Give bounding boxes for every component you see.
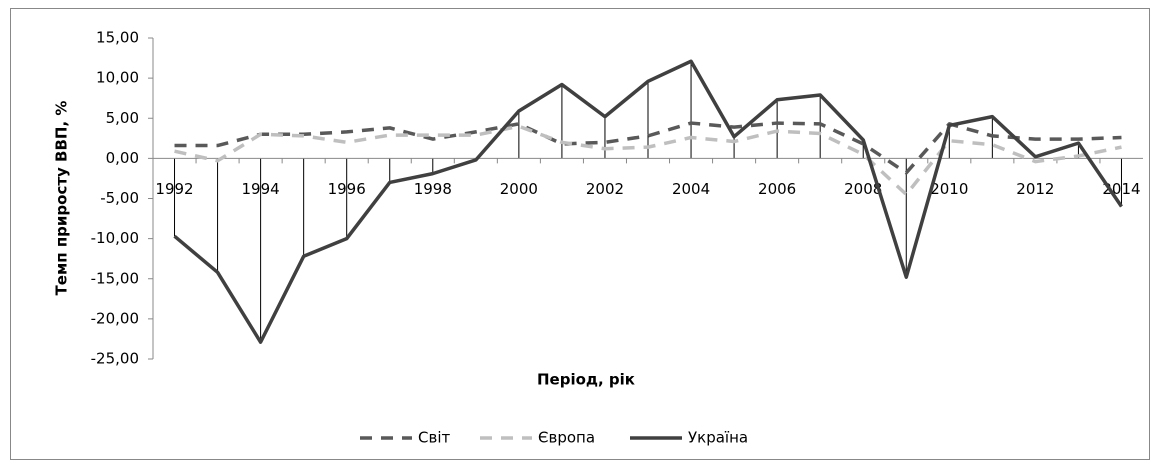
x-tick-label: 2002 <box>586 180 624 198</box>
legend-label: Європа <box>538 429 595 447</box>
x-tick-label: 1996 <box>328 180 366 198</box>
y-tick-label: 0,00 <box>106 149 139 167</box>
legend-label: Світ <box>418 429 450 447</box>
x-tick-label: 2004 <box>672 180 710 198</box>
y-tick-label: 10,00 <box>96 69 139 87</box>
x-tick-label: 2012 <box>1016 180 1054 198</box>
y-tick-label: -5,00 <box>100 189 139 207</box>
x-tick-label: 2000 <box>500 180 538 198</box>
chart-border <box>10 8 1150 460</box>
x-tick-label: 1998 <box>414 180 452 198</box>
y-tick-label: -20,00 <box>91 309 139 327</box>
y-tick-label: 15,00 <box>96 29 139 47</box>
x-tick-label: 2008 <box>844 180 882 198</box>
y-tick-label: -25,00 <box>91 350 139 368</box>
x-tick-label: 2006 <box>758 180 796 198</box>
legend-label: Україна <box>688 429 748 447</box>
x-axis-label: Період, рік <box>537 371 635 389</box>
x-tick-label: 1994 <box>242 180 280 198</box>
y-axis-label: Темп приросту ВВП, % <box>53 101 71 296</box>
series-line <box>173 59 1123 344</box>
y-tick-label: -15,00 <box>91 269 139 287</box>
x-tick-label: 2010 <box>930 180 968 198</box>
series-line <box>174 124 1122 197</box>
x-tick-label: 1992 <box>155 180 193 198</box>
y-tick-label: 5,00 <box>106 109 139 127</box>
y-tick-label: -10,00 <box>91 229 139 247</box>
